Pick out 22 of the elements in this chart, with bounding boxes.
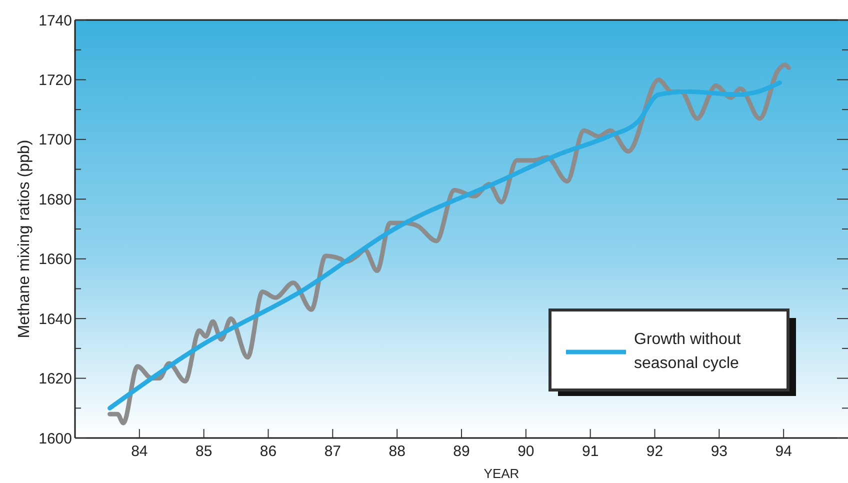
x-tick-label: 87	[324, 443, 342, 460]
y-tick-label: 1600	[38, 430, 72, 448]
x-tick-label: 94	[775, 443, 792, 460]
y-tick-label: 1740	[38, 12, 72, 30]
y-axis-title: Methane mixing ratios (ppb)	[16, 140, 33, 338]
y-tick-label: 1640	[38, 310, 72, 328]
x-tick-label: 84	[131, 443, 148, 460]
x-axis-title: YEAR	[484, 466, 520, 481]
x-tick-label: 88	[388, 443, 406, 460]
y-tick-label: 1620	[38, 370, 72, 388]
x-tick-label: 85	[195, 443, 212, 460]
x-tick-label: 86	[260, 443, 277, 460]
y-tick-label: 1720	[38, 72, 72, 89]
y-tick-label: 1700	[38, 132, 72, 149]
legend-label: Growth without seasonal cycle	[634, 331, 742, 372]
x-tick-label: 89	[453, 443, 470, 460]
x-tick-label: 92	[646, 443, 664, 460]
y-tick-label: 1680	[38, 191, 72, 208]
x-tick-label: 91	[582, 443, 599, 460]
y-tick-label: 1660	[38, 251, 72, 268]
x-tick-label: 90	[518, 443, 534, 460]
x-tick-label: 93	[710, 443, 728, 460]
